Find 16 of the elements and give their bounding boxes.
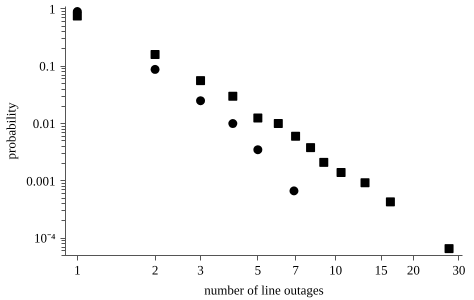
x-tick-label: 30 [452,262,466,278]
x-tick-label: 7 [292,262,300,278]
y-tick-label: 10⁻⁴ [34,230,56,246]
x-tick-label: 5 [254,262,262,278]
x-tick-label: 15 [374,262,388,278]
x-tick-label: 1 [74,262,81,278]
x-tick-label: 2 [152,262,158,278]
x-tick-label: 3 [197,262,204,278]
y-tick-label: 0.001 [26,173,56,188]
y-tick-label: 0.01 [32,116,56,132]
x-axis-title: number of line outages [204,282,324,298]
y-tick-label: 1 [49,1,56,16]
x-tick-label: 20 [406,262,420,278]
x-tick-label: 10 [329,262,342,278]
y-tick-label: 0.1 [39,58,56,74]
y-axis-title: probability [3,102,18,160]
